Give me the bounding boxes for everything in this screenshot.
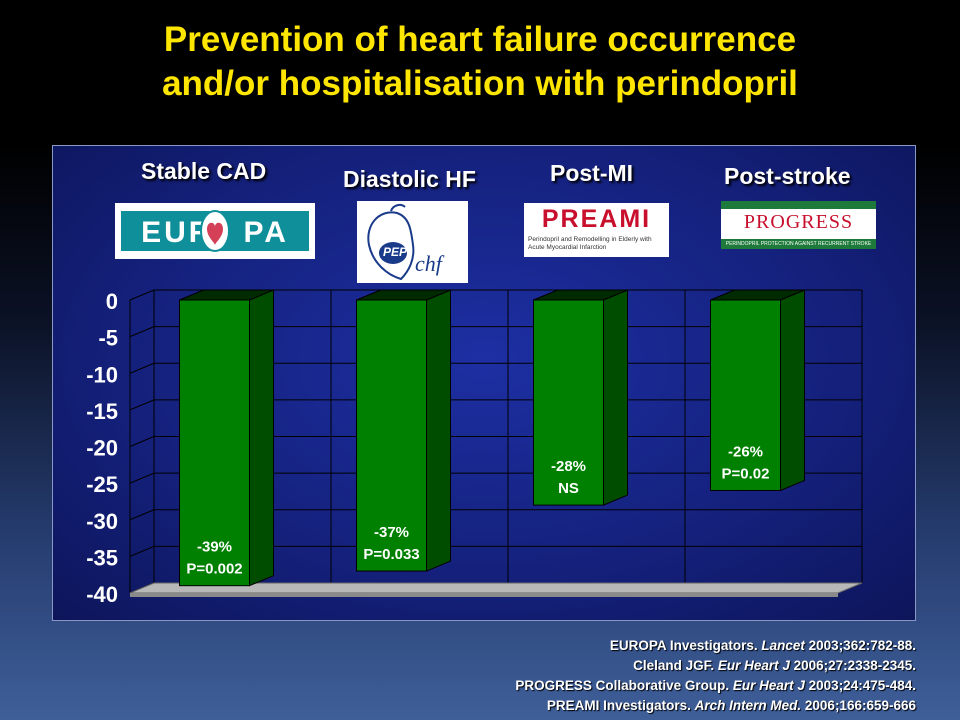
study-label-post-mi: Post-MI: [550, 160, 634, 186]
y-tick-label: -5: [98, 326, 118, 351]
bar: [533, 299, 604, 506]
reference-item: Cleland JGF. Eur Heart J 2006;27:2338-23…: [633, 658, 916, 673]
grid-diagonal: [129, 509, 155, 521]
slide-title-line2: and/or hospitalisation with perindopril: [162, 64, 798, 103]
heart-globe-icon: [200, 210, 230, 252]
y-tick-label: -40: [86, 582, 118, 607]
bar-data-label: P=0.002: [186, 561, 242, 578]
bar-side: [249, 289, 274, 587]
y-tick-label: -30: [86, 509, 118, 534]
preami-logo-text: PREAMI: [541, 205, 652, 233]
heart-outline-icon: [367, 203, 415, 281]
grid-diagonal: [129, 289, 155, 301]
slide-title-line1: Prevention of heart failure occurrence: [163, 20, 797, 59]
bar-side: [780, 289, 805, 492]
bar-data-label: -28%: [551, 458, 586, 475]
europa-logo-text-left: EUR: [141, 216, 214, 249]
preami-logo-subtext: Perindopril and Remodelling in Elderly w…: [528, 236, 652, 251]
grid-diagonal: [129, 545, 155, 557]
study-label-diastolic-hf: Diastolic HF: [343, 166, 476, 192]
preami-logo: PREAMI Perindopril and Remodelling in El…: [524, 203, 669, 257]
grid-diagonal: [129, 362, 155, 374]
bar-data-label: -37%: [374, 524, 409, 541]
y-tick-label: 0: [106, 289, 118, 314]
bar-data-label: -26%: [728, 443, 763, 460]
grid-diagonal: [129, 472, 155, 484]
y-tick-label: -10: [86, 362, 118, 387]
y-tick-label: -20: [86, 436, 118, 461]
chf-logo-text: chf: [415, 251, 442, 276]
bar: [710, 299, 781, 491]
reference-item: EUROPA Investigators. Lancet 2003;362:78…: [609, 638, 916, 653]
grid-diagonal: [129, 399, 155, 411]
bar-side: [426, 289, 451, 572]
bar-data-label: -39%: [197, 539, 232, 556]
progress-logo-text: PROGRESS: [743, 211, 854, 233]
europa-logo-text-right: PA: [243, 216, 289, 249]
pep-chf-logo: PEP chf: [357, 201, 468, 283]
y-tick-label: -35: [86, 545, 118, 570]
bar-side: [603, 289, 628, 506]
progress-logo-subtext: PERINDOPRIL PROTECTION AGAINST RECURRENT…: [721, 239, 876, 249]
bar: [179, 299, 250, 587]
references: EUROPA Investigators. Lancet 2003;362:78…: [515, 636, 916, 716]
grid-diagonal: [129, 436, 155, 447]
grid-diagonal: [129, 326, 155, 338]
europa-logo: EUR PA: [115, 203, 315, 259]
bar-data-label: P=0.033: [363, 546, 419, 563]
study-label-post-stroke: Post-stroke: [724, 163, 851, 189]
chart-floor-edge: [130, 593, 838, 597]
bar-data-label: NS: [558, 480, 579, 497]
study-label-stable-cad: Stable CAD: [141, 158, 267, 184]
slide-title: Prevention of heart failure occurrence a…: [0, 18, 960, 106]
y-tick-label: -25: [86, 472, 118, 497]
bar-data-label: P=0.02: [722, 465, 770, 482]
reference-item: PROGRESS Collaborative Group. Eur Heart …: [515, 678, 916, 693]
reference-item: PREAMI Investigators. Arch Intern Med. 2…: [546, 698, 916, 713]
progress-logo: PROGRESS PERINDOPRIL PROTECTION AGAINST …: [721, 201, 876, 249]
pep-logo-text: PEP: [383, 245, 408, 259]
y-tick-label: -15: [86, 399, 118, 424]
bar: [356, 299, 427, 572]
